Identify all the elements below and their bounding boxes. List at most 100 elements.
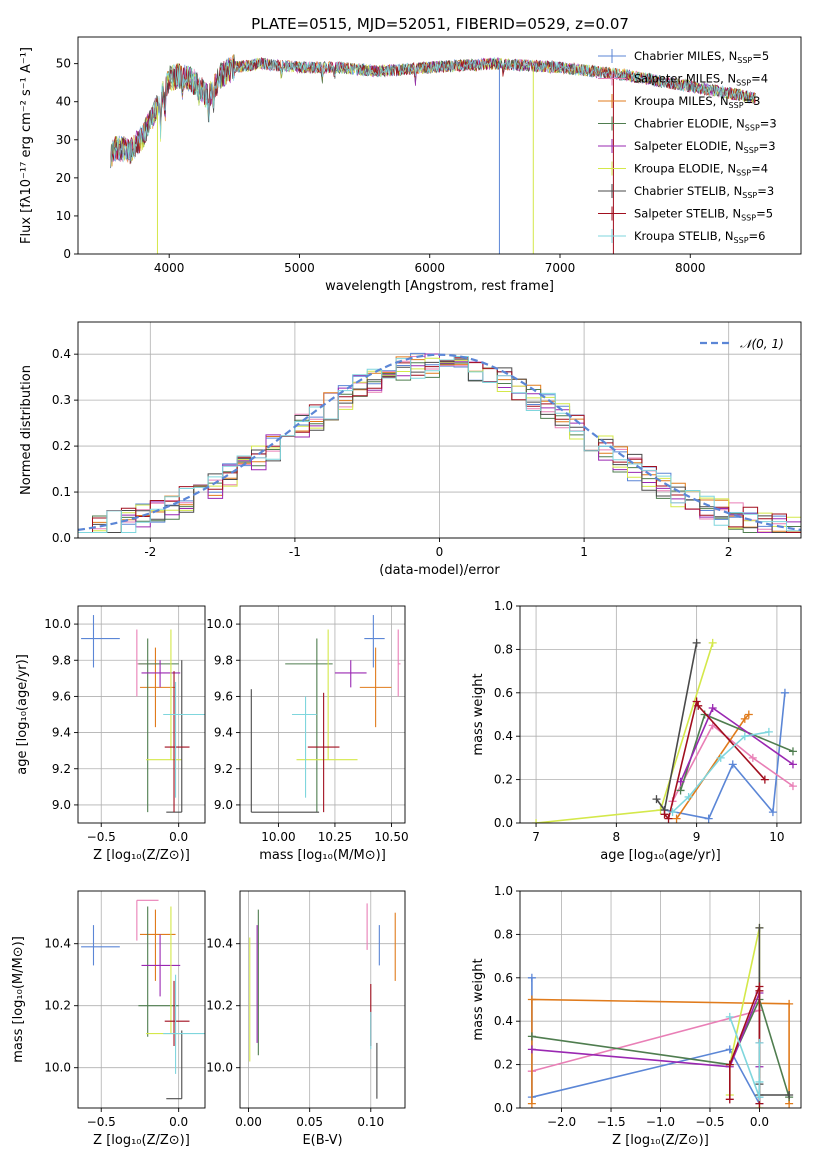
residuals-ytick-label: 0.0 — [52, 531, 71, 545]
mass_vs_ebv-frame — [239, 890, 406, 1109]
residuals-ytick-label: 0.4 — [52, 347, 71, 361]
spectrum-plot-area — [110, 53, 756, 254]
weight_vs_z-marker — [755, 923, 764, 932]
spectrum-xtick-label: 8000 — [675, 261, 706, 275]
mass_vs_z-plot-area — [78, 891, 205, 1108]
residuals-ytick-label: 0.3 — [52, 393, 71, 407]
spectrum-ylabel: Flux [fλ10⁻¹⁷ erg cm⁻² s⁻¹ A⁻¹] — [19, 47, 34, 244]
spectrum-legend-entry: Salpeter ELODIE, NSSP=3 — [634, 139, 776, 155]
weight_vs_age-marker — [708, 638, 717, 647]
weight_vs_z-marker — [527, 973, 536, 982]
age_vs_z-point-kroupa_elodie — [146, 629, 182, 761]
weight_vs_age-marker — [532, 819, 541, 823]
age_vs_z-series-layer — [81, 615, 205, 813]
residuals-panel: -2 -1 0 1 2 0.0 0.1 0.2 0.3 0.4 (data-model)/error… — [19, 321, 802, 578]
weight_vs_z-xlabel: Z [log₁₀(Z/Z⊙)] — [612, 1133, 709, 1148]
age_vs_mass-xlabel: mass [log₁₀(M/M⊙)] — [259, 848, 386, 863]
weight_vs_age-ytick-label: 0.6 — [494, 686, 513, 700]
weight_vs_z-panel: −2.0 −1.5 −1.0 −0.5 0.0 0.0 0.2 0.4 0.6 0.8 1.0 Z [… — [471, 884, 802, 1148]
mass_vs_z-point-salpeter_stelib — [164, 980, 190, 1046]
age_vs_mass-plot-area — [240, 606, 405, 823]
weight_vs_z-xtick-label: −1.0 — [646, 1115, 675, 1129]
weight_vs_z-frame — [519, 890, 802, 1109]
residuals-ytick-label: 0.2 — [52, 439, 71, 453]
mass_vs_z-series-layer — [81, 899, 205, 1100]
mass_vs_z-xlabel: Z [log₁₀(Z/Z⊙)] — [93, 1133, 190, 1148]
mass_vs_ebv-xtick-label: 0.00 — [235, 1115, 262, 1129]
weight_vs_z-marker — [527, 995, 536, 1004]
weight_vs_age-series-layer — [532, 638, 797, 823]
weight_vs_z-xtick-label: −2.0 — [547, 1115, 576, 1129]
weight_vs_age-marker — [748, 753, 757, 762]
weight_vs_z-ytick-label: 0.2 — [494, 1058, 513, 1072]
residuals-plot-area — [78, 322, 801, 539]
residual-legend-entry: 𝒩(0, 1) — [740, 337, 784, 351]
residuals-ylabel: Normed distribution — [19, 365, 34, 495]
age_vs_z-xlabel: Z [log₁₀(Z/Z⊙)] — [93, 848, 190, 863]
weight_vs_z-marker — [725, 1095, 734, 1104]
spectrum-legend-entry: Chabrier ELODIE, NSSP=3 — [634, 117, 777, 133]
mass_vs_z-ytick-label: 10.2 — [44, 999, 71, 1013]
residuals-xtick-label: 0 — [436, 545, 444, 559]
weight_vs_age-xtick-label: 9 — [693, 830, 701, 844]
spectrum-xtick-label: 7000 — [545, 261, 576, 275]
spectrum-series-layer — [110, 53, 756, 254]
weight_vs_z-line-kroupa_stelib — [729, 1016, 761, 1098]
residual-hist-kroupa_stelib — [78, 356, 801, 533]
weight_vs_z-xtick-label: 0.0 — [750, 1115, 769, 1129]
age_vs_mass-point-salpeter_stelib — [307, 692, 340, 813]
mass_vs_z-xtick-label: −0.5 — [87, 1115, 116, 1129]
mass_vs_z-point-kroupa_stelib — [163, 974, 205, 1074]
spectrum-ytick-label: 50 — [56, 57, 71, 71]
weight_vs_age-xtick-label: 7 — [532, 830, 540, 844]
mass_vs_ebv-plot-area — [240, 891, 405, 1108]
spectrum-legend-entry: Salpeter MILES, NSSP=4 — [634, 72, 768, 88]
weight_vs_z-line-chabrier_elodie — [531, 997, 790, 1098]
mass_vs_z-ytick-label: 10.0 — [44, 1061, 71, 1075]
mass_vs_ebv-panel: 0.00 0.05 0.10 10.0 10.2 10.4 E(B-V) — [206, 890, 406, 1148]
spectrum-xlabel: wavelength [Angstrom, rest frame] — [325, 279, 554, 294]
weight_vs_age-marker — [788, 760, 797, 769]
spectrum-legend-entry: Salpeter STELIB, NSSP=5 — [634, 207, 773, 223]
weight_vs_age-marker — [728, 760, 737, 769]
weight_vs_z-line-salpeter_elodie — [531, 992, 761, 1068]
weight_vs_age-line-salpeter_miles — [671, 724, 794, 802]
weight_vs_age-marker — [692, 697, 701, 706]
weight_vs_age-line-kroupa_elodie — [536, 642, 714, 823]
weight_vs_age-marker — [760, 775, 769, 784]
spectrum-legend-entry: Chabrier MILES, NSSP=5 — [634, 49, 769, 65]
weight_vs_z-ytick-label: 0.0 — [494, 1101, 513, 1115]
age_vs_mass-panel: 10.00 10.25 10.50 9.0 9.2 9.4 9.6 9.8 10.0 mass [… — [206, 605, 409, 863]
age_vs_z-ytick-label: 10.0 — [44, 617, 71, 631]
age_vs_z-ytick-label: 9.8 — [52, 653, 71, 667]
weight_vs_age-line-chabrier_miles — [664, 692, 786, 820]
spectrum-xtick-label: 5000 — [284, 261, 315, 275]
weight_vs_age-xlabel: age [log₁₀(age/yr)] — [600, 848, 721, 863]
mass_vs_z-frame — [77, 890, 206, 1109]
mass_vs_ebv-ytick-label: 10.2 — [206, 999, 233, 1013]
weight_vs_age-ytick-label: 0.0 — [494, 816, 513, 830]
age_vs_z-xtick-label: 0.0 — [169, 830, 188, 844]
weight_vs_age-marker — [716, 753, 725, 762]
spectrum-ytick-label: 0 — [63, 247, 71, 261]
mass_vs_z-point-chabrier_stelib — [166, 1030, 183, 1100]
weight_vs_age-marker — [676, 786, 685, 795]
weight_vs_age-ytick-label: 0.2 — [494, 773, 513, 787]
weight_vs_age-xtick-label: 8 — [613, 830, 621, 844]
residuals-xtick-label: -1 — [289, 545, 301, 559]
mass_vs_z-point-salpeter_miles — [136, 899, 159, 941]
mass_vs_ebv-xtick-label: 0.10 — [357, 1115, 384, 1129]
residuals-series-layer — [78, 352, 801, 533]
weight_vs_z-marker — [785, 1090, 794, 1099]
weight_vs_age-ylabel: mass weight — [471, 673, 486, 755]
weight_vs_age-marker — [692, 638, 701, 647]
age_vs_mass-point-salpeter_miles — [397, 629, 401, 697]
residuals-xtick-label: -2 — [144, 545, 156, 559]
age_vs_mass-point-kroupa_stelib — [291, 696, 317, 798]
residuals-xlabel: (data-model)/error — [379, 563, 500, 578]
age_vs_mass-ytick-label: 9.4 — [214, 726, 233, 740]
age_vs_mass-point-kroupa_elodie — [296, 629, 358, 761]
age_vs_z-ytick-label: 9.4 — [52, 726, 71, 740]
mass_vs_ebv-xlabel: E(B-V) — [302, 1133, 342, 1148]
age_vs_mass-xtick-label: 10.25 — [318, 830, 352, 844]
